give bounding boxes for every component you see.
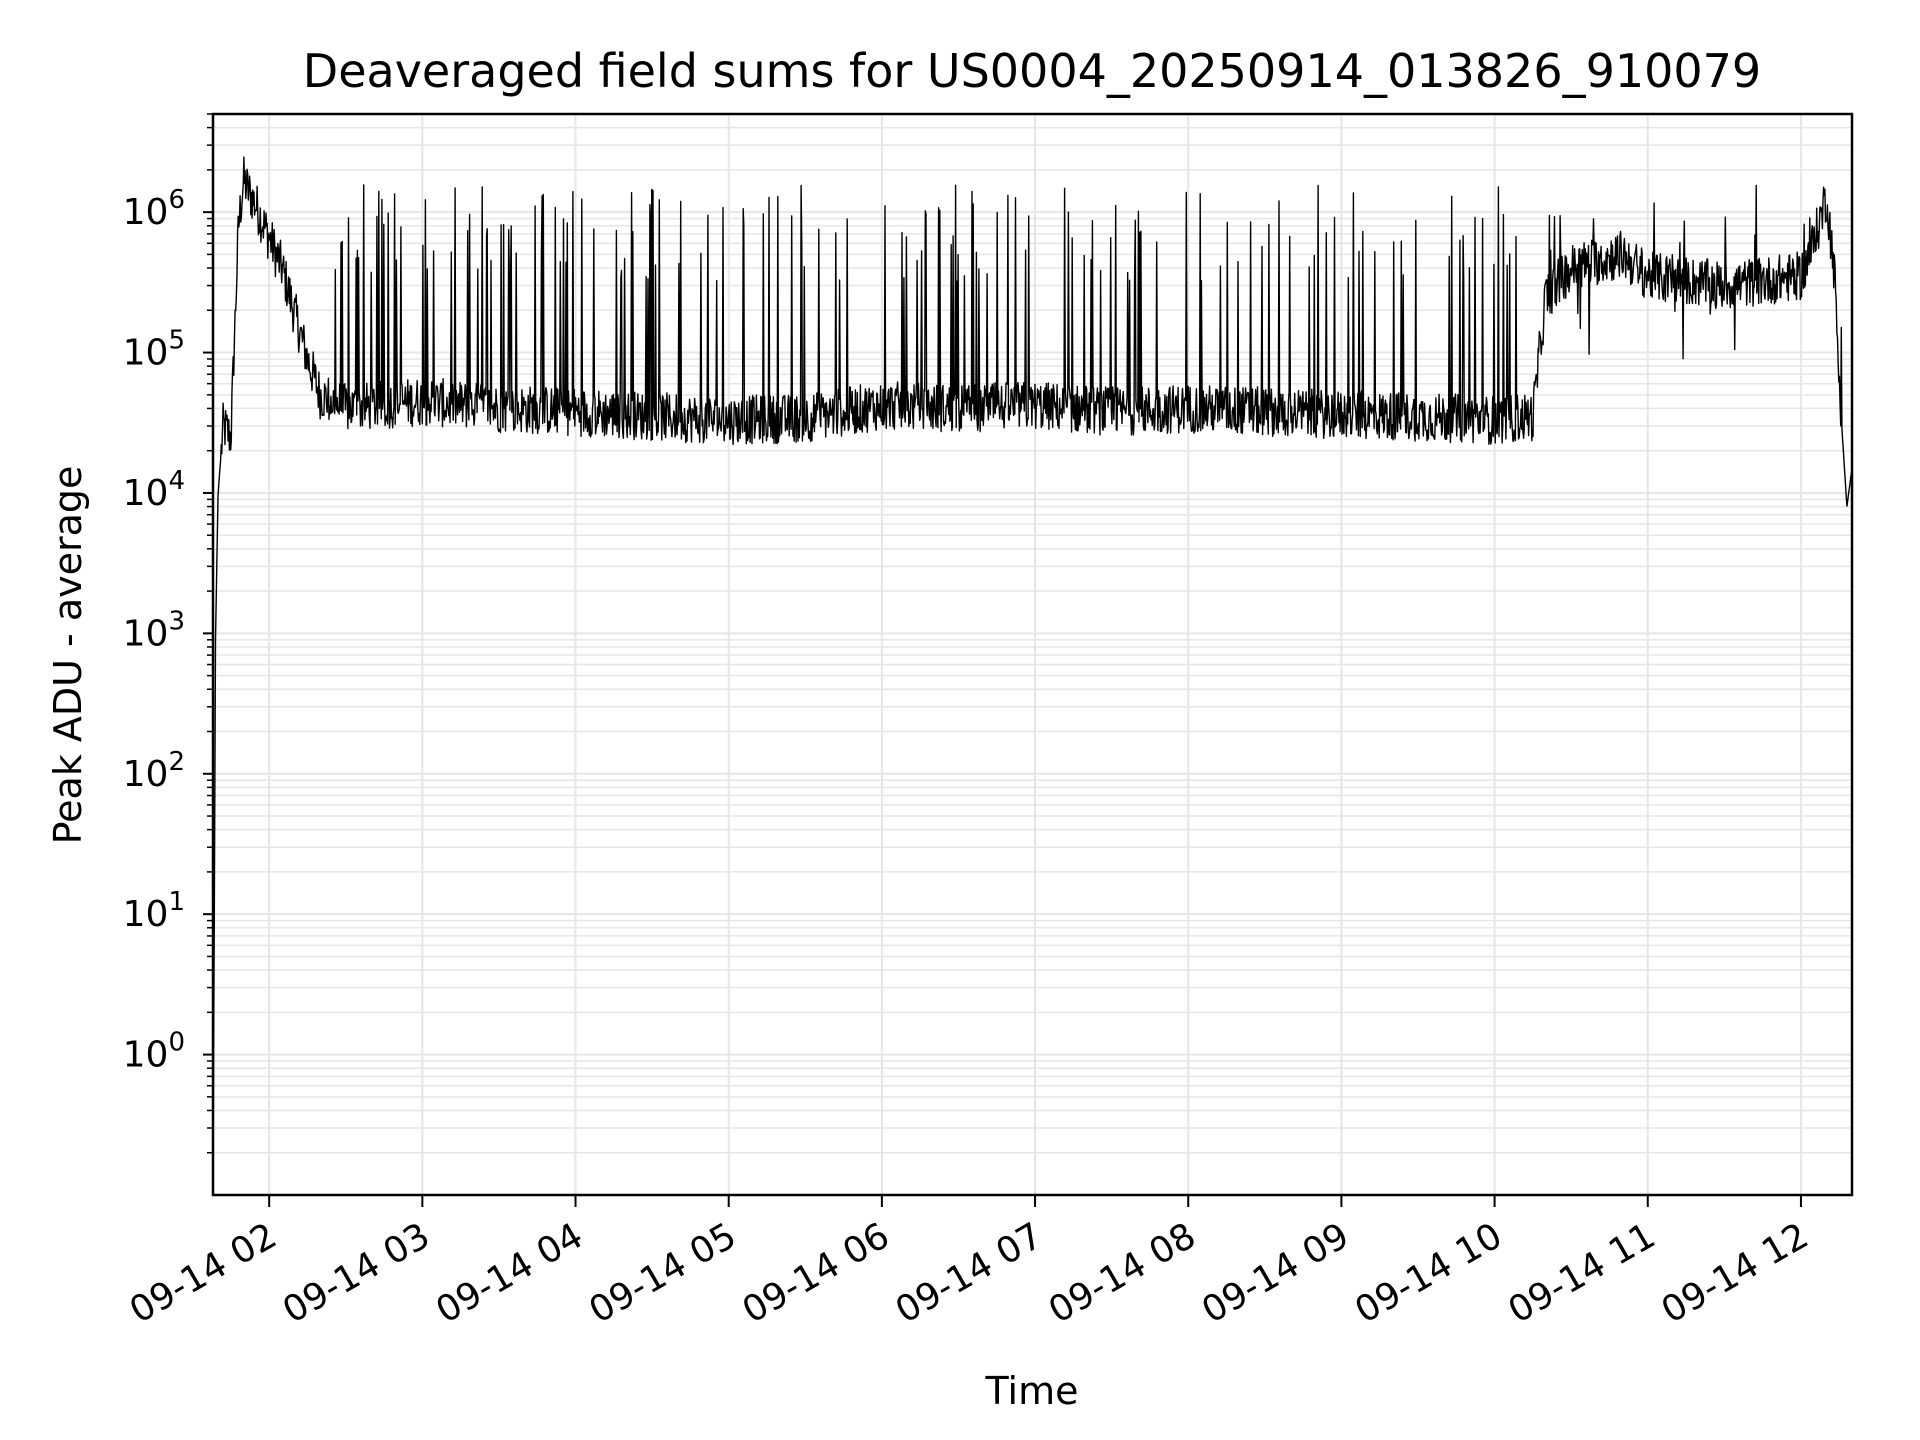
x-tick-label: 09-14 08 [1042,1215,1203,1331]
x-tick-label: 09-14 05 [583,1215,744,1331]
series-line [212,156,1853,1196]
x-tick-label: 09-14 12 [1655,1215,1816,1331]
x-tick-label: 09-14 04 [429,1215,590,1331]
y-axis-label: Peak ADU - average [46,466,90,845]
y-axis-ticks: 100 101 102 103 104 105 106 [123,113,213,1154]
x-tick-label: 09-14 10 [1348,1215,1509,1331]
x-tick-label: 09-14 03 [276,1215,437,1331]
grid-lines [213,113,1852,1195]
x-axis-label: Time [985,1369,1079,1413]
x-tick-label: 09-14 02 [123,1215,284,1331]
series-layer [212,156,1853,1196]
y-tick-label: 101 [123,887,185,935]
y-tick-label: 104 [123,466,185,514]
x-tick-label: 09-14 11 [1502,1215,1663,1331]
y-tick-label: 100 [123,1028,185,1076]
y-tick-label: 102 [123,747,185,795]
x-tick-label: 09-14 07 [889,1215,1050,1331]
chart-title: Deaveraged field sums for US0004_2025091… [303,44,1761,98]
y-tick-label: 106 [123,185,185,233]
x-tick-label: 09-14 06 [736,1215,897,1331]
y-tick-label: 105 [123,326,185,374]
x-tick-label: 09-14 09 [1195,1215,1356,1331]
y-tick-label: 103 [123,606,185,654]
